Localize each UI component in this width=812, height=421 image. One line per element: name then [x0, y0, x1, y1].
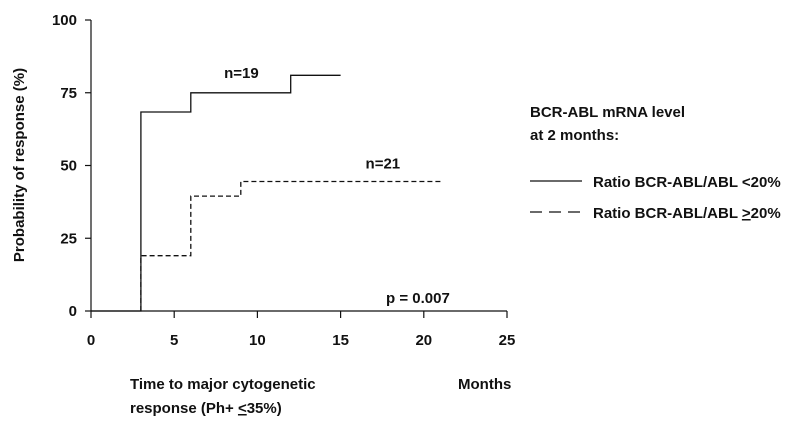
x-tick-label: 20: [415, 332, 432, 349]
y-axis-label: Probability of response (%): [11, 68, 28, 262]
legend-label-solid: Ratio BCR-ABL/ABL <20%: [593, 174, 781, 191]
series-line-solid: [91, 74, 341, 312]
y-tick-label: 50: [60, 158, 77, 175]
x-axis-label-line2: response (Ph+ <35%): [130, 400, 282, 417]
y-tick-label: 25: [60, 230, 77, 247]
legend-label-dashed: Ratio BCR-ABL/ABL >20%: [593, 205, 781, 222]
y-tick-label: 100: [52, 12, 77, 29]
legend-title-line1: BCR-ABL mRNA level: [530, 104, 685, 121]
x-axis-label-line1: Time to major cytogenetic: [130, 376, 316, 393]
x-axis-unit: Months: [458, 376, 511, 393]
series-line-dashed: [140, 180, 441, 311]
x-tick-label: 5: [170, 332, 178, 349]
x-tick-label: 10: [249, 332, 266, 349]
annotation-n19: n=19: [224, 65, 259, 82]
y-ticks: 0 25 50 75 100: [52, 12, 91, 320]
y-tick-label: 75: [60, 85, 77, 102]
series-lines: [91, 74, 441, 312]
legend: BCR-ABL mRNA level at 2 months: Ratio BC…: [530, 104, 781, 222]
y-tick-label: 0: [69, 303, 77, 320]
x-tick-label: 15: [332, 332, 349, 349]
p-value: p = 0.007: [386, 290, 450, 307]
legend-title-line2: at 2 months:: [530, 127, 619, 144]
x-tick-label: 0: [87, 332, 95, 349]
annotation-n21: n=21: [366, 155, 401, 172]
x-tick-label: 25: [499, 332, 516, 349]
x-ticks: 0 5 10 15 20 25: [87, 311, 516, 349]
